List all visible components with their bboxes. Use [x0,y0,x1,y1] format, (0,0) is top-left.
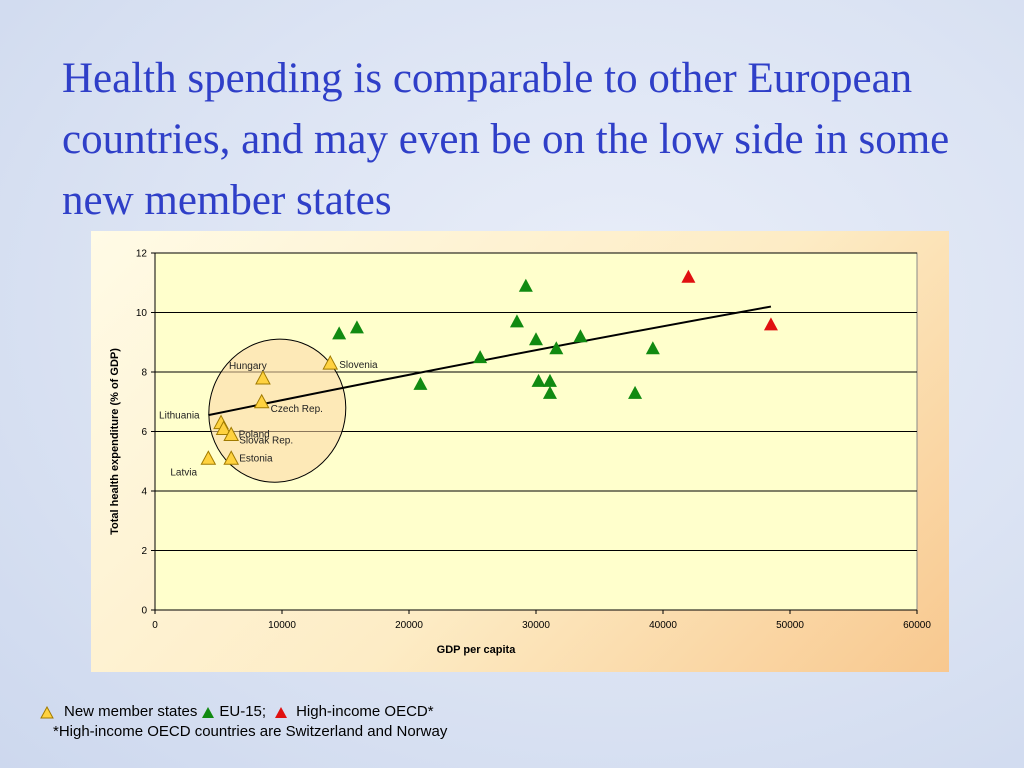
x-axis-label: GDP per capita [437,644,517,656]
eu15-point [645,341,660,355]
x-tick-label: 0 [152,620,158,631]
new-member-ellipse [208,338,347,483]
eu15-point [628,385,643,399]
x-tick-label: 40000 [649,620,677,631]
y-tick-label: 2 [141,546,147,557]
point-label: Lithuania [159,411,200,422]
y-tick-label: 10 [136,308,148,319]
new-member-triangle-icon [40,705,54,718]
eu15-point [518,278,533,292]
x-tick-label: 20000 [395,620,423,631]
eu15-point [531,373,546,387]
new-member-point [253,393,270,409]
y-tick-label: 8 [141,368,147,379]
point-label: Slovak Rep. [239,435,293,446]
point-label: Latvia [170,467,197,478]
x-tick-label: 60000 [903,620,931,631]
point-label: Czech Rep. [271,404,323,415]
oecd-point [763,317,778,331]
legend-oecd: High-income OECD* [296,703,434,720]
x-tick-label: 30000 [522,620,550,631]
scatter-chart: 0 2 4 6 8 10 12 0 10000 20000 30000 40000 50000 60000… [109,249,931,657]
point-label: Poland [239,430,270,441]
new-member-point [215,420,232,436]
new-member-point [223,450,240,465]
eu15-point [549,341,564,355]
footnote: *High-income OECD countries are Switzerl… [53,723,448,740]
chart-area: 0 2 4 6 8 10 12 0 10000 20000 30000 40000 50000 60000… [91,231,949,672]
eu15-point [542,385,557,399]
point-label: Slovenia [339,360,378,371]
trendline [208,305,772,417]
oecd-triangle-icon [275,706,288,718]
oecd-point [681,269,696,283]
new-member-point [223,426,240,441]
legend: New member states EU-15; High-income OEC… [40,702,447,742]
legend-row: New member states EU-15; High-income OEC… [40,702,447,722]
y-axis-label: Total health expenditure (% of GDP) [109,348,121,535]
y-tick-label: 0 [141,606,147,617]
point-label: Estonia [239,453,273,464]
eu15-point [349,320,364,334]
eu15-point [573,329,588,343]
eu15-point [529,332,543,346]
legend-eu15: EU-15; [219,703,267,720]
new-member-point [200,450,217,465]
point-label: Hungary [229,361,267,372]
eu15-point [509,314,524,328]
new-member-point [255,369,271,385]
y-tick-label: 12 [136,249,148,260]
eu15-triangle-icon [202,706,215,718]
eu15-point [413,376,428,390]
y-tick-label: 6 [141,427,147,438]
legend-new-member: New member states [64,703,198,720]
x-tick-label: 50000 [776,620,804,631]
y-tick-label: 4 [141,487,147,498]
eu15-point [332,326,347,340]
eu15-point [542,373,557,387]
slide-title: Health spending is comparable to other E… [62,55,950,224]
x-tick-label: 10000 [268,620,296,631]
eu15-point [473,350,488,364]
new-member-point [322,355,339,370]
